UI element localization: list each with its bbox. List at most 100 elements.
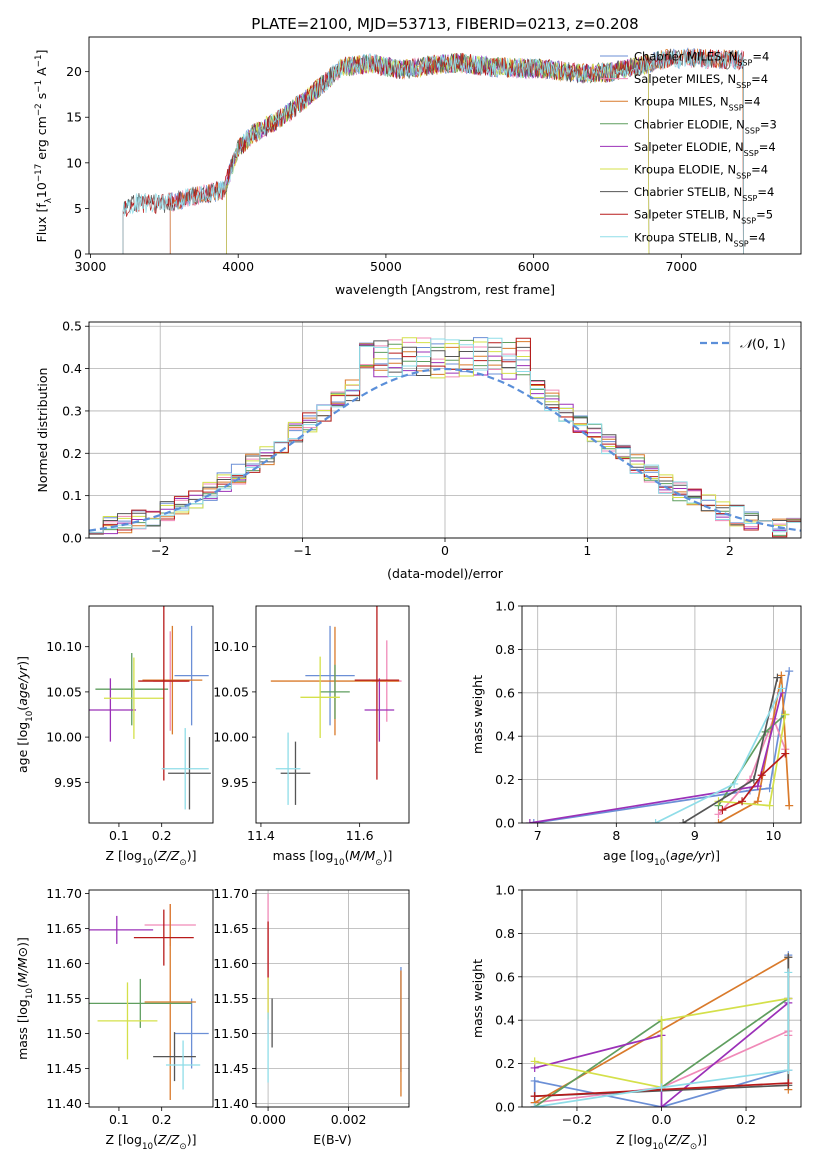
errorbar-point: [138, 606, 190, 781]
plot-area: [122, 47, 744, 254]
y-tick-label: 9.95: [54, 775, 82, 790]
plot-area: [530, 951, 793, 1107]
weight-marker: [777, 671, 786, 680]
weight-marker: [757, 771, 766, 780]
y-tick-label: 10: [66, 155, 82, 170]
y-tick-label: 15: [66, 110, 82, 125]
y-tick-label: 10.00: [213, 730, 249, 745]
y-tick-label: 10.00: [46, 730, 82, 745]
chart-title: PLATE=2100, MJD=53713, FIBERID=0213, z=0…: [251, 15, 638, 33]
plot-area: [270, 606, 402, 805]
y-tick-label: 10.10: [213, 639, 249, 654]
x-axis-label: Z [log10(Z/Z⊙)]: [616, 1132, 707, 1152]
x-tick-label: 0.000: [250, 1112, 286, 1127]
x-tick-label: 0.002: [331, 1112, 367, 1127]
legend: 𝒩(0, 1): [700, 336, 786, 351]
y-tick-label: 0: [74, 247, 82, 262]
weight-marker: [530, 1092, 539, 1101]
y-tick-label: 0.6: [495, 969, 515, 984]
errorbar-point: [97, 982, 158, 1060]
errorbar-point: [95, 653, 169, 726]
errorbar-point: [174, 998, 209, 1069]
weight-series: [718, 714, 787, 807]
spectrum-panel: 3000 4000 5000 6000 7000 0 5 10 15 20 PLATE=2100, …: [34, 15, 802, 297]
age-vs-metallicity-panel: 0.1 0.2 9.95 10.00 10.05 10.10 Z [log10(Z/Z⊙)]…: [15, 605, 214, 868]
y-tick-label: 0.0: [495, 1100, 515, 1115]
normal-reference-curve: [89, 367, 801, 532]
legend-entry: Salpeter ELODIE, NSSP=4: [634, 140, 776, 158]
y-tick-label: 10.05: [46, 684, 82, 699]
x-axis-label: wavelength [Angstrom, rest frame]: [335, 282, 555, 297]
errorbar-point: [364, 678, 395, 742]
y-tick-label: 11.65: [213, 921, 249, 936]
x-tick-label: 10: [766, 828, 782, 843]
plot-area: [89, 337, 801, 538]
errorbar-point: [144, 904, 196, 1100]
y-tick-label: 11.50: [46, 1026, 82, 1041]
x-axis-label: Z [log10(Z/Z⊙)]: [106, 848, 197, 868]
errorbar-point: [280, 741, 311, 805]
errorbar-point: [320, 664, 350, 720]
spectrum-series: [122, 49, 744, 254]
y-tick-label: 0.0: [62, 531, 82, 546]
weight-marker: [530, 1103, 539, 1107]
x-tick-label: −2: [151, 543, 169, 558]
y-axis-label: mass [log10(M/M⊙)]: [15, 937, 35, 1060]
errorbar-point: [153, 1032, 196, 1082]
y-tick-label: 0.3: [62, 403, 82, 418]
x-tick-label: 0.0: [652, 1112, 672, 1127]
weight-marker: [530, 1076, 539, 1085]
weight-series: [717, 716, 787, 815]
weight-marker: [530, 1057, 539, 1066]
weight-marker: [784, 1066, 793, 1075]
x-tick-label: 6000: [518, 259, 550, 274]
errorbar-point: [174, 625, 209, 726]
legend-entry: Kroupa ELODIE, NSSP=4: [634, 163, 768, 181]
y-tick-label: 20: [66, 64, 82, 79]
y-tick-label: 0.0: [495, 816, 515, 831]
y-tick-label: 1.0: [495, 883, 515, 898]
spectrum-series: [122, 48, 744, 254]
axes-frame: [88, 605, 214, 824]
weight-marker: [657, 1103, 666, 1107]
legend: Chabrier MILES, NSSP=4 Salpeter MILES, NS…: [600, 50, 777, 248]
weight-marker: [718, 805, 727, 814]
legend-entry: 𝒩(0, 1): [740, 336, 786, 351]
weight-marker: [651, 819, 660, 823]
y-axis-label: mass weight: [470, 959, 485, 1038]
y-tick-label: 11.40: [46, 1096, 82, 1111]
weight-marker: [657, 1083, 666, 1092]
errorbar-point: [89, 978, 192, 1028]
weight-marker: [738, 797, 747, 806]
y-tick-label: 11.45: [46, 1061, 82, 1076]
y-tick-label: 11.60: [46, 956, 82, 971]
weight-vs-metallicity-panel: −0.2 0.0 0.2 0.0 0.2 0.4 0.6 0.8 1.0 Z [log10(Z/Z…: [470, 883, 802, 1152]
spectrum-series: [226, 53, 650, 254]
weight-marker: [714, 810, 723, 819]
y-tick-label: 11.40: [213, 1096, 249, 1111]
plot-area: [267, 893, 402, 1097]
legend-entry: Chabrier STELIB, NSSP=4: [634, 185, 774, 203]
plot-area: [89, 606, 211, 810]
legend-entry: Kroupa MILES, NSSP=4: [634, 95, 761, 113]
y-tick-label: 11.55: [213, 991, 249, 1006]
weight-series: [717, 713, 786, 807]
errorbar-point: [165, 1040, 201, 1090]
weight-marker: [784, 968, 793, 977]
y-tick-label: 5: [74, 201, 82, 216]
y-tick-label: 0.5: [62, 319, 82, 334]
y-tick-label: 11.60: [213, 956, 249, 971]
histogram-series: [89, 337, 801, 538]
x-tick-label: 2: [726, 543, 734, 558]
errorbar-point: [354, 606, 400, 780]
errorbar-point: [89, 678, 137, 742]
weight-marker: [657, 1016, 666, 1025]
x-tick-label: 7000: [665, 259, 697, 274]
y-tick-label: 0.2: [495, 772, 515, 787]
y-tick-label: 0.4: [495, 1013, 515, 1028]
x-tick-label: 11.4: [247, 828, 275, 843]
y-axis-label: mass weight: [470, 675, 485, 754]
y-tick-label: 0.8: [495, 642, 515, 657]
axes-frame: [88, 889, 214, 1108]
x-tick-label: 9: [691, 828, 699, 843]
